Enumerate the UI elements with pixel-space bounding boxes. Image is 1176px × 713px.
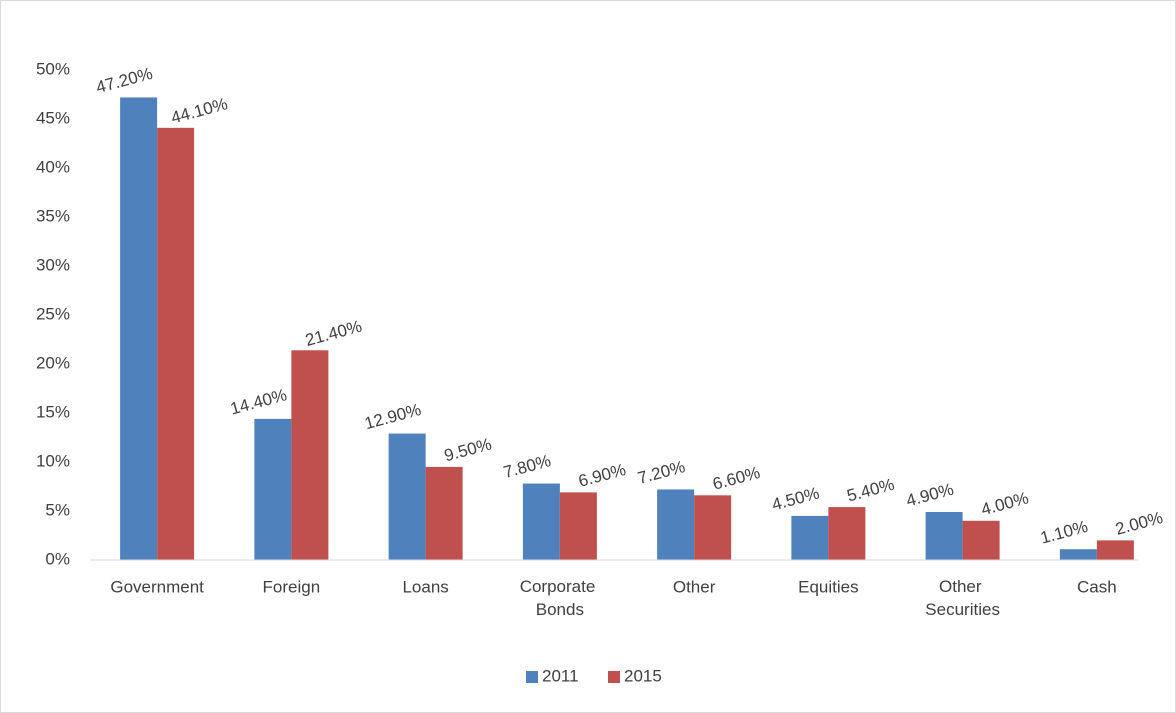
bar [828, 507, 866, 560]
bar [291, 350, 329, 560]
legend-label: 2015 [624, 666, 662, 685]
bar [388, 433, 426, 560]
x-tick-label: Equities [798, 577, 858, 596]
y-tick-label: 40% [36, 157, 70, 176]
x-tick-label: Loans [402, 577, 448, 596]
bar [254, 418, 292, 560]
bar [559, 492, 597, 560]
y-tick-label: 0% [45, 549, 70, 568]
legend-label: 2011 [542, 666, 579, 685]
bar [925, 511, 963, 560]
bar [1096, 540, 1134, 560]
bar [425, 466, 463, 560]
y-tick-label: 30% [36, 255, 70, 274]
bar [657, 489, 695, 560]
y-tick-label: 10% [36, 451, 70, 470]
legend-swatch [526, 671, 538, 683]
x-tick-label: Other [673, 577, 716, 596]
legend-swatch [608, 671, 620, 683]
y-tick-label: 5% [45, 500, 70, 519]
x-tick-label: Foreign [263, 577, 321, 596]
x-tick-label: Other Securities [925, 577, 1000, 619]
bar [962, 520, 1000, 560]
bar [120, 97, 158, 560]
bar [522, 483, 560, 560]
y-tick-label: 45% [36, 108, 70, 127]
y-tick-label: 25% [36, 304, 70, 323]
y-tick-label: 35% [36, 206, 70, 225]
bar [694, 495, 732, 560]
y-tick-label: 20% [36, 353, 70, 372]
x-tick-label: Government [110, 577, 204, 596]
x-tick-label: Corporate Bonds [520, 577, 600, 619]
bar [157, 127, 195, 560]
y-tick-label: 15% [36, 402, 70, 421]
bar [791, 515, 829, 560]
x-tick-label: Cash [1077, 577, 1117, 596]
y-tick-label: 50% [36, 59, 70, 78]
bar [1059, 549, 1097, 560]
